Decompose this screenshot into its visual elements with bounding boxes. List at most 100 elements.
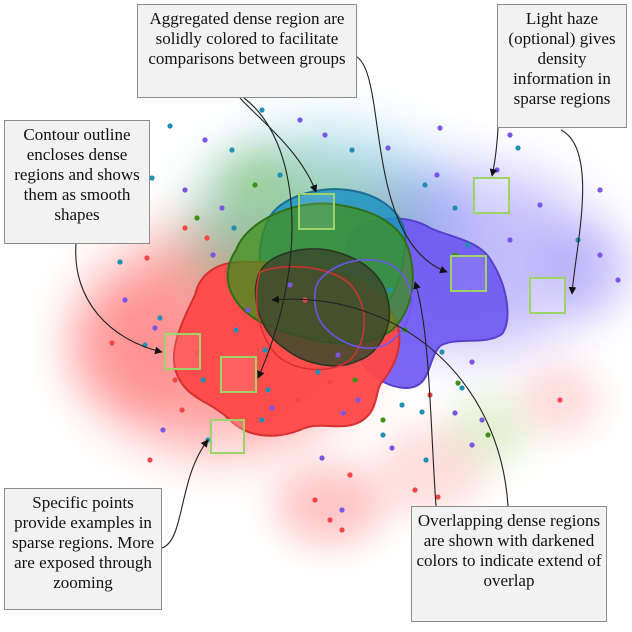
sample-point-blue (200, 377, 206, 383)
purple-contour-outline (313, 259, 413, 349)
sample-point-blue (149, 175, 155, 181)
sample-point-purple (219, 205, 225, 211)
highlight-square-contour (164, 333, 201, 370)
sample-point-green (380, 417, 386, 423)
red-contour-outline (255, 265, 365, 371)
sample-point-purple (479, 417, 485, 423)
sample-point-purple (355, 397, 361, 403)
connector-aggregated-to-square (239, 97, 318, 193)
sample-point-blue (265, 387, 271, 393)
callout-contour: Contour outline encloses dense regions a… (4, 120, 150, 244)
sample-point-red (179, 407, 185, 413)
sample-point-red (327, 379, 333, 385)
sample-point-blue (157, 315, 163, 321)
sample-point-purple (437, 125, 443, 131)
sample-point-red (182, 225, 188, 231)
sample-point-red (109, 340, 115, 346)
connector-overlap-to-center (271, 295, 509, 507)
sample-point-blue (262, 347, 268, 353)
sample-point-red (412, 487, 418, 493)
sample-point-blue (349, 147, 355, 153)
sample-point-purple (202, 137, 208, 143)
sample-point-green (485, 432, 491, 438)
sample-point-red (147, 457, 153, 463)
sample-point-red (144, 255, 150, 261)
sample-point-blue (459, 385, 465, 391)
sample-point-purple (597, 187, 603, 193)
highlight-square-aggregated (298, 193, 335, 230)
sample-point-green (194, 215, 200, 221)
connector-points-to-square (161, 439, 209, 549)
sample-point-purple (122, 297, 128, 303)
sample-point-purple (287, 282, 293, 288)
sample-point-green (455, 380, 461, 386)
sample-point-purple (245, 307, 251, 313)
sample-point-purple (389, 445, 395, 451)
sample-point-green (352, 377, 358, 383)
sample-point-purple (340, 410, 346, 416)
sample-point-blue (399, 402, 405, 408)
sample-point-blue (423, 457, 429, 463)
sample-point-blue (422, 182, 428, 188)
highlight-square-points (210, 419, 245, 454)
sample-point-blue (229, 147, 235, 153)
highlight-square-haze (473, 177, 510, 214)
sample-point-purple (335, 352, 341, 358)
sample-point-red (557, 397, 563, 403)
connector-haze-to-far-right (560, 129, 584, 295)
sample-point-blue (419, 409, 425, 415)
connector-contour-to-square (75, 243, 163, 355)
sample-point-purple (322, 132, 328, 138)
sample-point-blue (380, 432, 386, 438)
sample-point-blue (259, 417, 265, 423)
sample-point-red (194, 350, 200, 356)
sample-point-blue (452, 205, 458, 211)
sample-point-purple (507, 132, 513, 138)
sample-point-blue (315, 369, 321, 375)
sample-point-red (172, 377, 178, 383)
highlight-square-far-right (529, 277, 566, 314)
sample-point-blue (277, 172, 283, 178)
sample-point-purple (182, 187, 188, 193)
callout-aggregated: Aggregated dense region are solidly colo… (137, 4, 357, 98)
sample-point-red (204, 235, 210, 241)
highlight-square-red (220, 356, 257, 393)
sample-point-blue (259, 107, 265, 113)
sample-point-blue (233, 327, 239, 333)
sample-point-purple (597, 252, 603, 258)
connector-overlap-to-right (413, 281, 437, 507)
sample-point-red (312, 497, 318, 503)
sample-point-red (327, 517, 333, 523)
sample-point-purple (469, 442, 475, 448)
callout-points: Specific points provide examples in spar… (4, 488, 162, 610)
sample-point-blue (515, 145, 521, 151)
sample-point-purple (494, 167, 500, 173)
sample-point-purple (507, 237, 513, 243)
connector-aggregated-to-red (243, 97, 293, 379)
sample-point-purple (269, 405, 275, 411)
sample-point-purple (469, 359, 475, 365)
sample-point-blue (167, 123, 173, 129)
sample-point-red (347, 472, 353, 478)
sample-point-blue (387, 287, 393, 293)
sample-point-purple (160, 427, 166, 433)
sample-points (109, 107, 621, 533)
sample-point-purple (339, 507, 345, 513)
callout-overlap: Overlapping dense regions are shown with… (411, 506, 607, 622)
sample-point-blue (465, 242, 471, 248)
sample-point-blue (231, 225, 237, 231)
highlight-square-overlap-right (450, 255, 487, 292)
sample-point-purple (385, 145, 391, 151)
highlight-squares (164, 177, 566, 454)
sample-point-blue (439, 349, 445, 355)
sample-point-green (252, 182, 258, 188)
sample-point-purple (152, 325, 158, 331)
sample-point-red (339, 527, 345, 533)
sample-point-purple (210, 252, 216, 258)
sample-point-blue (117, 259, 123, 265)
connector-aggregated-to-overlap (351, 54, 448, 274)
sample-point-purple (537, 202, 543, 208)
sample-point-red (295, 397, 301, 403)
sample-point-purple (615, 277, 621, 283)
